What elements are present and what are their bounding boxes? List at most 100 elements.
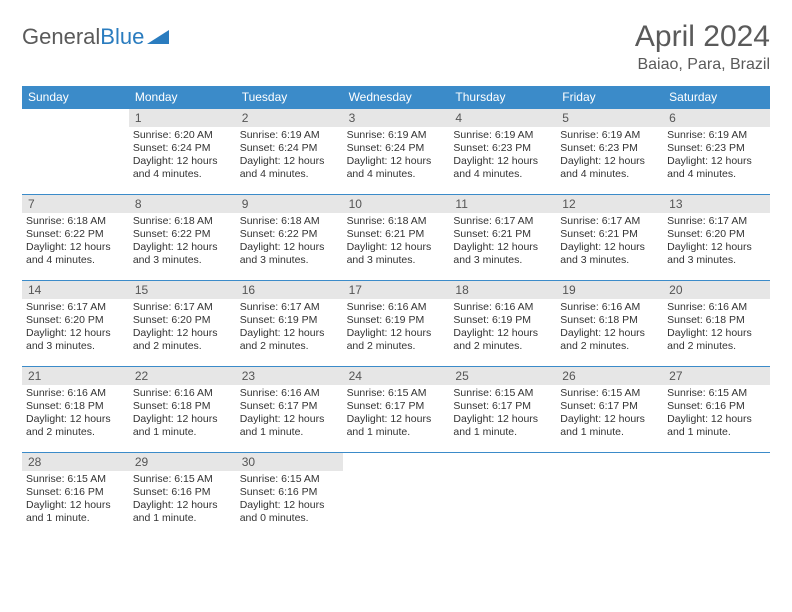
day-number: 16 (236, 281, 343, 299)
sunrise-text: Sunrise: 6:18 AM (240, 215, 339, 228)
day-number: 15 (129, 281, 236, 299)
daylight-text: Daylight: 12 hours and 1 minute. (347, 413, 446, 439)
day-number: 23 (236, 367, 343, 385)
day-info: Sunrise: 6:16 AMSunset: 6:18 PMDaylight:… (556, 299, 663, 360)
title-block: April 2024 Baiao, Para, Brazil (635, 20, 770, 74)
day-info: Sunrise: 6:15 AMSunset: 6:17 PMDaylight:… (343, 385, 450, 446)
day-number: 19 (556, 281, 663, 299)
sunset-text: Sunset: 6:19 PM (453, 314, 552, 327)
day-info: Sunrise: 6:15 AMSunset: 6:16 PMDaylight:… (663, 385, 770, 446)
day-info: Sunrise: 6:17 AMSunset: 6:21 PMDaylight:… (449, 213, 556, 274)
sunrise-text: Sunrise: 6:15 AM (240, 473, 339, 486)
logo-triangle-icon (147, 24, 169, 50)
calendar-cell: 6Sunrise: 6:19 AMSunset: 6:23 PMDaylight… (663, 108, 770, 194)
sunrise-text: Sunrise: 6:15 AM (667, 387, 766, 400)
day-info: Sunrise: 6:16 AMSunset: 6:17 PMDaylight:… (236, 385, 343, 446)
sunrise-text: Sunrise: 6:17 AM (26, 301, 125, 314)
day-number: 28 (22, 453, 129, 471)
day-info: Sunrise: 6:19 AMSunset: 6:23 PMDaylight:… (449, 127, 556, 188)
calendar-cell: 29Sunrise: 6:15 AMSunset: 6:16 PMDayligh… (129, 452, 236, 538)
day-info: Sunrise: 6:17 AMSunset: 6:21 PMDaylight:… (556, 213, 663, 274)
day-info: Sunrise: 6:16 AMSunset: 6:19 PMDaylight:… (343, 299, 450, 360)
calendar-cell: 17Sunrise: 6:16 AMSunset: 6:19 PMDayligh… (343, 280, 450, 366)
sunset-text: Sunset: 6:24 PM (240, 142, 339, 155)
logo-text-1: General (22, 24, 100, 50)
sunset-text: Sunset: 6:19 PM (240, 314, 339, 327)
sunset-text: Sunset: 6:17 PM (347, 400, 446, 413)
calendar-cell: 30Sunrise: 6:15 AMSunset: 6:16 PMDayligh… (236, 452, 343, 538)
sunrise-text: Sunrise: 6:18 AM (133, 215, 232, 228)
day-info: Sunrise: 6:19 AMSunset: 6:23 PMDaylight:… (663, 127, 770, 188)
day-number: 27 (663, 367, 770, 385)
day-info: Sunrise: 6:16 AMSunset: 6:18 PMDaylight:… (22, 385, 129, 446)
day-info: Sunrise: 6:19 AMSunset: 6:24 PMDaylight:… (343, 127, 450, 188)
day-number: 8 (129, 195, 236, 213)
day-number: 18 (449, 281, 556, 299)
daylight-text: Daylight: 12 hours and 4 minutes. (133, 155, 232, 181)
day-info: Sunrise: 6:15 AMSunset: 6:16 PMDaylight:… (236, 471, 343, 532)
day-info: Sunrise: 6:15 AMSunset: 6:17 PMDaylight:… (556, 385, 663, 446)
day-number: 5 (556, 109, 663, 127)
daylight-text: Daylight: 12 hours and 2 minutes. (240, 327, 339, 353)
daylight-text: Daylight: 12 hours and 3 minutes. (453, 241, 552, 267)
calendar-cell (663, 452, 770, 538)
sunrise-text: Sunrise: 6:17 AM (667, 215, 766, 228)
sunset-text: Sunset: 6:17 PM (453, 400, 552, 413)
day-number: 9 (236, 195, 343, 213)
day-info: Sunrise: 6:16 AMSunset: 6:19 PMDaylight:… (449, 299, 556, 360)
calendar-cell: 5Sunrise: 6:19 AMSunset: 6:23 PMDaylight… (556, 108, 663, 194)
calendar-cell: 28Sunrise: 6:15 AMSunset: 6:16 PMDayligh… (22, 452, 129, 538)
day-header: Friday (556, 86, 663, 108)
day-info: Sunrise: 6:16 AMSunset: 6:18 PMDaylight:… (129, 385, 236, 446)
daylight-text: Daylight: 12 hours and 1 minute. (453, 413, 552, 439)
day-header: Sunday (22, 86, 129, 108)
day-number: 21 (22, 367, 129, 385)
sunrise-text: Sunrise: 6:15 AM (347, 387, 446, 400)
sunset-text: Sunset: 6:23 PM (453, 142, 552, 155)
sunset-text: Sunset: 6:21 PM (453, 228, 552, 241)
sunset-text: Sunset: 6:24 PM (347, 142, 446, 155)
sunset-text: Sunset: 6:21 PM (560, 228, 659, 241)
sunrise-text: Sunrise: 6:16 AM (133, 387, 232, 400)
sunrise-text: Sunrise: 6:16 AM (453, 301, 552, 314)
daylight-text: Daylight: 12 hours and 3 minutes. (347, 241, 446, 267)
calendar-cell: 21Sunrise: 6:16 AMSunset: 6:18 PMDayligh… (22, 366, 129, 452)
calendar-cell: 25Sunrise: 6:15 AMSunset: 6:17 PMDayligh… (449, 366, 556, 452)
sunset-text: Sunset: 6:16 PM (26, 486, 125, 499)
calendar-cell: 15Sunrise: 6:17 AMSunset: 6:20 PMDayligh… (129, 280, 236, 366)
day-header: Thursday (449, 86, 556, 108)
calendar-cell: 7Sunrise: 6:18 AMSunset: 6:22 PMDaylight… (22, 194, 129, 280)
calendar-cell: 27Sunrise: 6:15 AMSunset: 6:16 PMDayligh… (663, 366, 770, 452)
sunrise-text: Sunrise: 6:18 AM (26, 215, 125, 228)
daylight-text: Daylight: 12 hours and 3 minutes. (240, 241, 339, 267)
calendar-cell: 23Sunrise: 6:16 AMSunset: 6:17 PMDayligh… (236, 366, 343, 452)
day-number: 6 (663, 109, 770, 127)
day-number: 10 (343, 195, 450, 213)
day-info: Sunrise: 6:17 AMSunset: 6:20 PMDaylight:… (22, 299, 129, 360)
calendar-cell: 18Sunrise: 6:16 AMSunset: 6:19 PMDayligh… (449, 280, 556, 366)
daylight-text: Daylight: 12 hours and 3 minutes. (133, 241, 232, 267)
daylight-text: Daylight: 12 hours and 4 minutes. (347, 155, 446, 181)
day-number: 22 (129, 367, 236, 385)
daylight-text: Daylight: 12 hours and 3 minutes. (667, 241, 766, 267)
sunset-text: Sunset: 6:19 PM (347, 314, 446, 327)
sunset-text: Sunset: 6:17 PM (240, 400, 339, 413)
sunset-text: Sunset: 6:17 PM (560, 400, 659, 413)
day-number: 26 (556, 367, 663, 385)
day-number (449, 453, 556, 471)
day-number (663, 453, 770, 471)
sunset-text: Sunset: 6:22 PM (240, 228, 339, 241)
day-info: Sunrise: 6:15 AMSunset: 6:16 PMDaylight:… (129, 471, 236, 532)
sunset-text: Sunset: 6:20 PM (133, 314, 232, 327)
sunrise-text: Sunrise: 6:19 AM (240, 129, 339, 142)
sunset-text: Sunset: 6:16 PM (133, 486, 232, 499)
sunset-text: Sunset: 6:18 PM (26, 400, 125, 413)
day-number: 3 (343, 109, 450, 127)
daylight-text: Daylight: 12 hours and 3 minutes. (560, 241, 659, 267)
calendar-cell: 13Sunrise: 6:17 AMSunset: 6:20 PMDayligh… (663, 194, 770, 280)
daylight-text: Daylight: 12 hours and 2 minutes. (133, 327, 232, 353)
day-header: Monday (129, 86, 236, 108)
sunrise-text: Sunrise: 6:18 AM (347, 215, 446, 228)
daylight-text: Daylight: 12 hours and 3 minutes. (26, 327, 125, 353)
daylight-text: Daylight: 12 hours and 2 minutes. (667, 327, 766, 353)
